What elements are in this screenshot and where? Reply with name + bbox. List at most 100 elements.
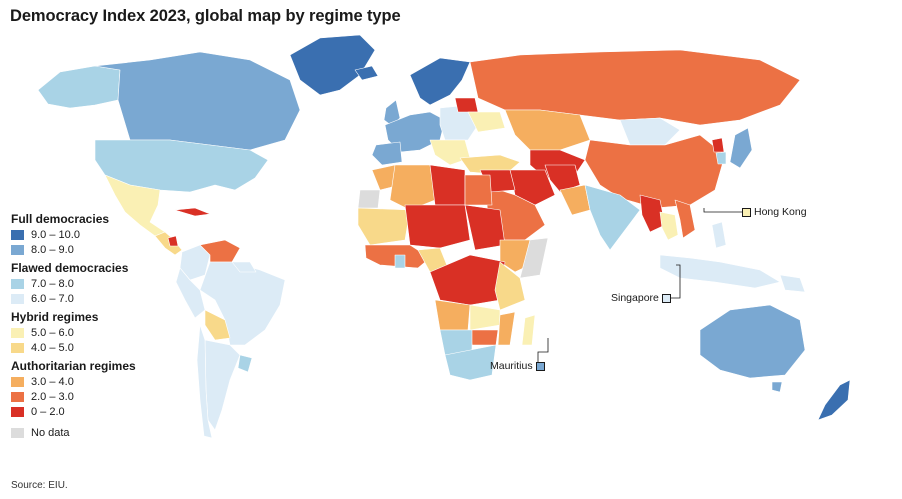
region-australia	[699, 304, 806, 379]
singapore-leader	[667, 264, 681, 299]
legend-item: 7.0 – 8.0	[11, 276, 161, 291]
singapore-callout: Singapore	[611, 292, 671, 304]
region-south-africa	[444, 344, 497, 381]
mauritius-leader	[537, 338, 549, 362]
legend-item: 6.0 – 7.0	[11, 291, 161, 306]
region-balkans	[429, 139, 471, 166]
region-guyana	[231, 261, 257, 273]
region-brazil	[199, 261, 286, 346]
legend-swatch	[11, 427, 24, 438]
region-tasmania	[771, 381, 783, 393]
legend-swatch	[11, 342, 24, 353]
legend-swatch	[11, 293, 24, 304]
region-zambia	[469, 304, 501, 331]
region-ukraine	[467, 111, 506, 133]
region-png	[779, 274, 806, 293]
region-vietnam	[674, 199, 696, 239]
region-kenya-tanzania	[494, 261, 526, 311]
legend-group-title: Hybrid regimes	[11, 310, 99, 324]
region-alaska	[37, 65, 121, 109]
region-myanmar	[639, 194, 666, 233]
legend-label: 9.0 – 10.0	[31, 228, 80, 241]
legend-swatch	[11, 327, 24, 338]
legend-swatch	[11, 229, 24, 240]
mauritius-label: Mauritius	[490, 360, 533, 372]
mauritius-swatch	[535, 361, 545, 371]
legend-label: 5.0 – 6.0	[31, 326, 74, 339]
legend-item: 8.0 – 9.0	[11, 242, 161, 257]
region-peru	[175, 267, 206, 319]
region-chile	[196, 324, 213, 439]
legend: Full democracies 9.0 – 10.0 8.0 – 9.0 Fl…	[11, 211, 161, 440]
region-japan	[729, 127, 753, 169]
legend-group-title: Full democracies	[11, 212, 110, 226]
region-iceland	[354, 65, 379, 81]
legend-label: 0 – 2.0	[31, 405, 65, 418]
region-indonesia	[659, 254, 781, 289]
region-bolivia	[204, 309, 231, 341]
region-angola	[434, 299, 471, 331]
region-thailand	[659, 211, 679, 241]
region-greenland	[289, 34, 376, 96]
legend-label: 2.0 – 3.0	[31, 390, 74, 403]
region-libya	[429, 164, 466, 206]
region-kazakhstan	[504, 109, 591, 151]
hong-kong-swatch	[742, 207, 751, 217]
region-zimbabwe	[469, 329, 499, 346]
legend-item: 2.0 – 3.0	[11, 389, 161, 404]
source-note: Source: EIU.	[11, 480, 68, 491]
singapore-swatch	[661, 293, 671, 303]
region-ghana	[394, 254, 406, 269]
hong-kong-label: Hong Kong	[754, 206, 807, 218]
legend-label: 3.0 – 4.0	[31, 375, 74, 388]
legend-group-title: Flawed democracies	[11, 261, 129, 275]
region-korea-south	[715, 151, 727, 165]
legend-group-flawed-democracies: Flawed democracies 7.0 – 8.0 6.0 – 7.0	[11, 260, 161, 306]
region-cuba	[174, 207, 211, 217]
legend-label: 8.0 – 9.0	[31, 243, 74, 256]
region-iberia	[371, 141, 403, 166]
region-egypt	[464, 174, 493, 206]
region-mauritania-mali	[357, 207, 411, 246]
legend-item: 0 – 2.0	[11, 404, 161, 419]
legend-swatch	[11, 278, 24, 289]
region-somalia	[519, 237, 549, 279]
singapore-label: Singapore	[611, 292, 659, 304]
region-canada	[94, 51, 301, 151]
legend-item-no-data: No data	[11, 425, 161, 440]
region-uruguay	[237, 354, 253, 373]
legend-item: 4.0 – 5.0	[11, 340, 161, 355]
region-philippines	[711, 221, 727, 249]
region-iran	[509, 169, 556, 206]
map-title: Democracy Index 2023, global map by regi…	[10, 7, 401, 25]
region-mongolia	[619, 117, 681, 146]
region-scandinavia	[409, 57, 471, 106]
legend-group-title: Authoritarian regimes	[11, 359, 136, 373]
region-algeria	[389, 164, 436, 211]
legend-swatch	[11, 376, 24, 387]
region-madagascar	[521, 314, 536, 346]
legend-label: 4.0 – 5.0	[31, 341, 74, 354]
legend-label: 7.0 – 8.0	[31, 277, 74, 290]
region-china	[584, 134, 726, 209]
legend-group-full-democracies: Full democracies 9.0 – 10.0 8.0 – 9.0	[11, 211, 161, 257]
legend-item: 3.0 – 4.0	[11, 374, 161, 389]
region-india	[584, 184, 641, 251]
region-korea-north	[711, 137, 725, 153]
legend-item: 5.0 – 6.0	[11, 325, 161, 340]
region-western-sahara	[357, 189, 381, 209]
mauritius-callout: Mauritius	[490, 360, 545, 372]
legend-item: 9.0 – 10.0	[11, 227, 161, 242]
legend-group-authoritarian-regimes: Authoritarian regimes 3.0 – 4.0 2.0 – 3.…	[11, 358, 161, 419]
legend-label: No data	[31, 426, 70, 439]
region-mozambique	[497, 311, 516, 346]
region-niger-chad	[404, 204, 471, 249]
region-pakistan	[559, 184, 591, 216]
legend-group-hybrid-regimes: Hybrid regimes 5.0 – 6.0 4.0 – 5.0	[11, 309, 161, 355]
legend-swatch	[11, 391, 24, 402]
legend-swatch	[11, 406, 24, 417]
legend-label: 6.0 – 7.0	[31, 292, 74, 305]
region-new-zealand	[817, 379, 851, 421]
legend-swatch	[11, 244, 24, 255]
